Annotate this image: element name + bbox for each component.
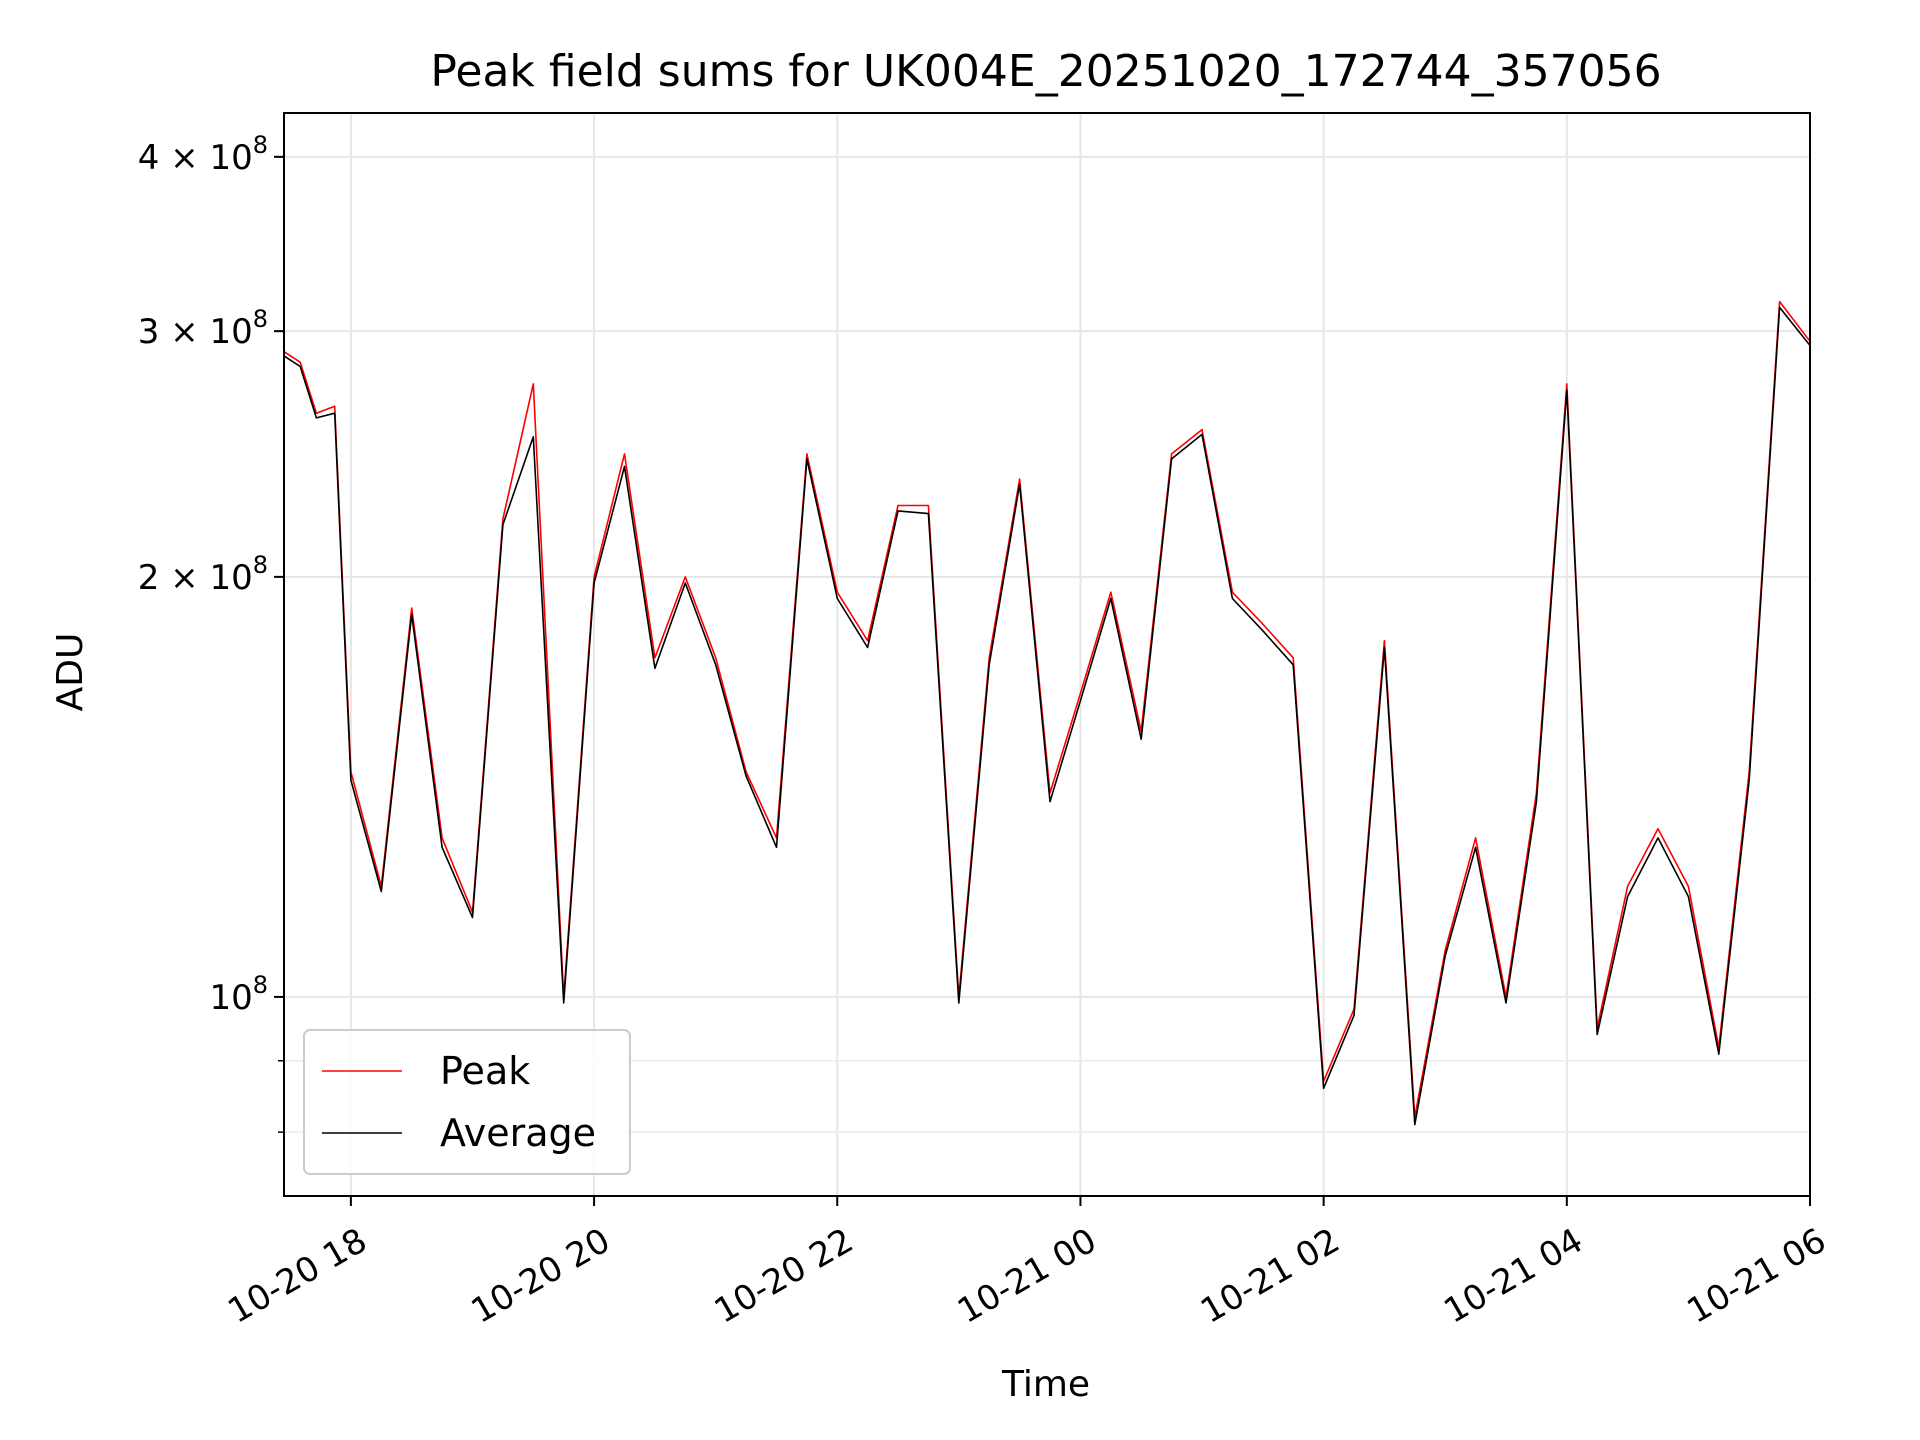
y-tick-label: 2 × 108 bbox=[138, 551, 268, 598]
legend-box bbox=[303, 1029, 631, 1175]
series-lines bbox=[283, 300, 1811, 1126]
y-tick-label: 4 × 108 bbox=[138, 131, 268, 178]
y-axis-label: ADU bbox=[50, 633, 91, 712]
legend: Peak Average bbox=[303, 1029, 631, 1175]
y-tick-label: 108 bbox=[209, 971, 268, 1018]
y-tick-label: 3 × 108 bbox=[138, 305, 268, 352]
y-axis-ticks: 108 2 × 108 3 × 108 4 × 108 bbox=[138, 131, 284, 1133]
legend-peak-label: Peak bbox=[440, 1049, 530, 1093]
x-axis-label: Time bbox=[1001, 1364, 1090, 1405]
series-line-average bbox=[283, 306, 1811, 1126]
legend-average-label: Average bbox=[440, 1111, 596, 1155]
plot-frame bbox=[283, 112, 1811, 1197]
chart-title: Peak field sums for UK004E_20251020_1727… bbox=[430, 46, 1661, 97]
